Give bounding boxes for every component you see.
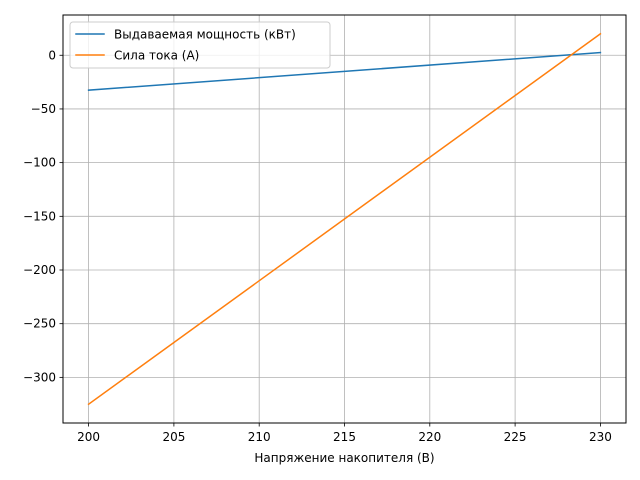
x-axis-label: Напряжение накопителя (В)	[254, 451, 434, 465]
plot-frame	[62, 14, 627, 424]
ticks: 200 205 210 215 220 225 230 0 −50 −100 −150 −200 −25…	[23, 48, 612, 444]
legend: Выдаваемая мощность (кВт) Сила тока (А)	[69, 21, 331, 69]
x-tick-label: 215	[333, 430, 356, 444]
y-tick-label: −100	[23, 156, 56, 170]
y-tick-label: −200	[23, 263, 56, 277]
y-tick-label: −150	[23, 209, 56, 223]
x-tick-label: 200	[77, 430, 100, 444]
x-tick-label: 210	[248, 430, 271, 444]
legend-label-power: Выдаваемая мощность (кВт)	[114, 28, 296, 42]
x-tick-label: 225	[504, 430, 527, 444]
series-lines	[87, 32, 602, 406]
series-line-1	[87, 32, 602, 406]
legend-label-current: Сила тока (А)	[114, 49, 199, 63]
y-tick-label: 0	[48, 48, 56, 62]
x-tick-label: 220	[418, 430, 441, 444]
x-tick-label: 205	[162, 430, 185, 444]
legend-box	[69, 21, 331, 69]
grid	[63, 15, 626, 423]
y-tick-label: −300	[23, 370, 56, 384]
series-line-0	[87, 51, 602, 91]
x-tick-label: 230	[589, 430, 612, 444]
y-tick-label: −250	[23, 317, 56, 331]
y-tick-label: −50	[31, 102, 56, 116]
